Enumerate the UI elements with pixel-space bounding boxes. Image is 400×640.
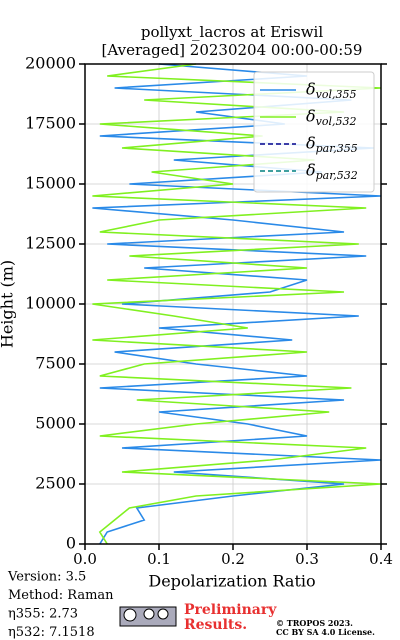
plot-frame xyxy=(84,63,382,545)
info-text: η532: 7.1518 xyxy=(8,625,95,640)
x-tick-label: 0.1 xyxy=(147,550,171,568)
y-tick-label: 0 xyxy=(66,534,76,553)
notice-text: Preliminary xyxy=(184,602,277,618)
license-text: CC BY SA 4.0 License. xyxy=(276,627,375,637)
y-tick-label: 15000 xyxy=(25,174,76,193)
profile-line xyxy=(92,63,382,545)
y-tick-label: 10000 xyxy=(25,294,76,313)
y-tick-label: 12500 xyxy=(25,234,76,253)
legend-box xyxy=(253,71,375,193)
x-tick-label: 0.4 xyxy=(369,550,393,568)
info-text: Version: 3.5 xyxy=(7,570,86,585)
y-tick-label: 2500 xyxy=(35,474,76,493)
x-tick-label: 0.0 xyxy=(73,550,97,568)
x-axis-label: Depolarization Ratio xyxy=(148,572,315,591)
y-tick-label: 17500 xyxy=(25,114,76,133)
y-tick-label: 7500 xyxy=(35,354,76,373)
y-tick-label: 20000 xyxy=(25,54,76,73)
y-tick-label: 5000 xyxy=(35,414,76,433)
cc-badge xyxy=(119,606,177,627)
x-tick-label: 0.2 xyxy=(221,550,245,568)
notice-text: Results. xyxy=(184,617,247,633)
x-tick-label: 0.3 xyxy=(295,550,319,568)
info-text: Method: Raman xyxy=(8,588,114,603)
info-text: η355: 2.73 xyxy=(8,607,78,622)
license-text: © TROPOS 2023. xyxy=(276,618,353,628)
chart-subtitle: [Averaged] 20230204 00:00-00:59 xyxy=(102,41,363,59)
y-axis-label: Height (m) xyxy=(0,260,17,348)
chart-title: pollyxt_lacros at Eriswil xyxy=(141,23,323,41)
